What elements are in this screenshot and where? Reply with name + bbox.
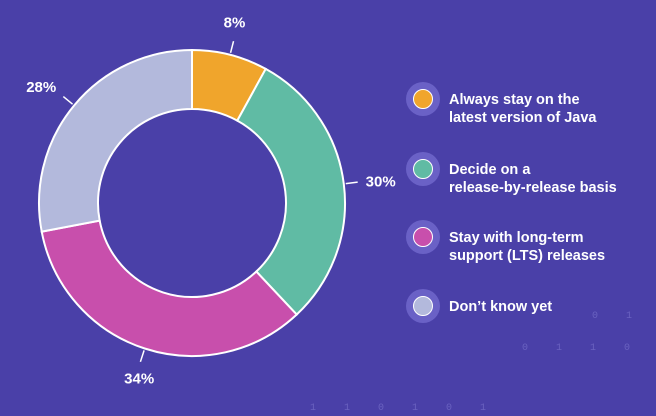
legend-label-line: Always stay on the (449, 92, 580, 108)
legend-swatch-ring (406, 82, 440, 116)
percentage-labels: 8% 30% 34% 28% (26, 14, 395, 387)
legend-label-line: Decide on a (449, 162, 531, 178)
legend-swatch-ring (406, 152, 440, 186)
legend-label-line: Don’t know yet (449, 299, 553, 315)
legend-swatch-orange (413, 89, 433, 109)
legend-item-release-by-release: Decide on a release-by-release basis (406, 152, 639, 197)
legend-item-lts: Stay with long-term support (LTS) releas… (406, 220, 639, 265)
donut-slice-dont-know (38, 48, 193, 233)
percentage-label-release-by-release: 30% (366, 174, 396, 191)
binary-digits-row-2: 0 1 1 0 1 (522, 343, 656, 354)
binary-digits-row-1: 0 1 1 (592, 311, 656, 322)
legend-label-release-by-release: Decide on a release-by-release basis (449, 161, 639, 197)
legend-label-line: release-by-release basis (449, 180, 617, 196)
binary-decoration: 0 1 1 0 1 1 0 1 1 1 0 1 0 1 (310, 311, 656, 414)
donut-slices (38, 48, 346, 357)
legend-item-dont-know: Don’t know yet (406, 289, 639, 323)
leader-lines (62, 41, 358, 363)
legend-label-latest: Always stay on the latest version of Jav… (449, 91, 639, 127)
donut-slice-lts (40, 219, 299, 357)
percentage-label-dont-know: 28% (26, 79, 56, 96)
legend-label-line: Stay with long-term (449, 230, 584, 246)
legend-swatch-magenta (413, 227, 433, 247)
legend-label-line: support (LTS) releases (449, 248, 606, 264)
leader-line-lts (139, 350, 145, 363)
legend-swatch-ring (406, 289, 440, 323)
legend-item-latest: Always stay on the latest version of Jav… (406, 82, 639, 127)
donut-slice-release-by-release (235, 67, 346, 316)
leader-line-latest (229, 41, 235, 54)
legend-label-lts: Stay with long-term support (LTS) releas… (449, 229, 639, 265)
legend-swatch-ring (406, 220, 440, 254)
percentage-label-lts: 34% (124, 371, 154, 388)
legend-label-line: latest version of Java (449, 110, 597, 126)
legend-swatch-lavender (413, 296, 433, 316)
legend-label-dont-know: Don’t know yet (449, 298, 639, 316)
leader-line-dont-know (62, 95, 74, 105)
percentage-label-latest: 8% (224, 14, 246, 31)
binary-digits-row-3: 1 1 0 1 0 1 (310, 403, 497, 414)
leader-line-release-by-release (345, 181, 358, 185)
legend-swatch-green (413, 159, 433, 179)
